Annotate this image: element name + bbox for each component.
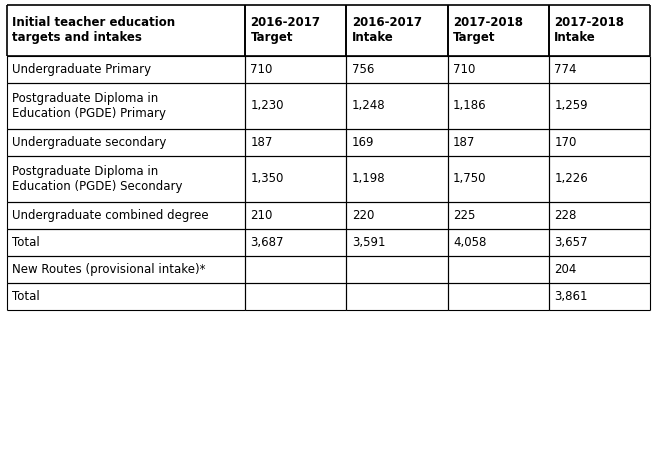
Text: Total: Total [12,290,39,303]
Text: 187: 187 [250,136,273,149]
Bar [7,83,245,129]
Bar [549,83,650,129]
Text: 710: 710 [250,63,273,76]
Text: 3,591: 3,591 [351,236,385,249]
Text: Undergraduate combined degree: Undergraduate combined degree [12,209,208,222]
Text: 228: 228 [555,209,577,222]
Bar [549,229,650,256]
Bar [245,83,346,129]
Text: 2017-2018
Target: 2017-2018 Target [453,16,523,44]
Text: Postgraduate Diploma in
Education (PGDE) Primary: Postgraduate Diploma in Education (PGDE)… [12,92,166,120]
Bar [7,256,245,283]
Bar [346,83,448,129]
Bar [346,229,448,256]
Bar [549,5,650,56]
Bar [346,256,448,283]
Text: Total: Total [12,236,39,249]
Bar [7,202,245,229]
Bar [549,202,650,229]
Text: Undergraduate secondary: Undergraduate secondary [12,136,166,149]
Bar [346,156,448,202]
Text: 220: 220 [351,209,374,222]
Text: 204: 204 [555,263,577,276]
Bar [245,56,346,83]
Text: 710: 710 [453,63,476,76]
Text: 1,226: 1,226 [555,173,588,185]
Bar [448,156,549,202]
Text: Postgraduate Diploma in
Education (PGDE) Secondary: Postgraduate Diploma in Education (PGDE)… [12,165,183,193]
Text: 2017-2018
Intake: 2017-2018 Intake [555,16,624,44]
Bar [7,129,245,156]
Bar [448,229,549,256]
Bar [7,156,245,202]
Text: 4,058: 4,058 [453,236,486,249]
Bar [448,129,549,156]
Text: Undergraduate Primary: Undergraduate Primary [12,63,151,76]
Text: 774: 774 [555,63,577,76]
Text: 2016-2017
Target: 2016-2017 Target [250,16,321,44]
Bar [346,5,448,56]
Text: 1,198: 1,198 [351,173,386,185]
Text: 1,186: 1,186 [453,100,487,112]
Bar [245,229,346,256]
Bar [549,156,650,202]
Bar [448,256,549,283]
Bar [245,5,346,56]
Bar [346,56,448,83]
Bar [245,129,346,156]
Bar [549,283,650,310]
Bar [7,56,245,83]
Bar [448,202,549,229]
Text: 1,259: 1,259 [555,100,588,112]
Text: 169: 169 [351,136,374,149]
Text: 1,350: 1,350 [250,173,284,185]
Bar [245,202,346,229]
Bar [448,283,549,310]
Bar [7,229,245,256]
Bar [549,56,650,83]
Bar [448,56,549,83]
Bar [448,5,549,56]
Bar [346,283,448,310]
Bar [245,156,346,202]
Bar [245,283,346,310]
Text: 225: 225 [453,209,476,222]
Text: 170: 170 [555,136,577,149]
Bar [448,83,549,129]
Text: 187: 187 [453,136,476,149]
Bar [549,129,650,156]
Text: 3,861: 3,861 [555,290,588,303]
Text: 3,687: 3,687 [250,236,284,249]
Bar [549,256,650,283]
Text: 210: 210 [250,209,273,222]
Text: 1,230: 1,230 [250,100,284,112]
Bar [245,256,346,283]
Text: 1,248: 1,248 [351,100,386,112]
Bar [7,283,245,310]
Text: 2016-2017
Intake: 2016-2017 Intake [351,16,422,44]
Text: 3,657: 3,657 [555,236,588,249]
Bar [7,5,245,56]
Text: Initial teacher education
targets and intakes: Initial teacher education targets and in… [12,16,175,44]
Bar [346,129,448,156]
Text: 756: 756 [351,63,374,76]
Bar [346,202,448,229]
Text: 1,750: 1,750 [453,173,487,185]
Text: New Routes (provisional intake)*: New Routes (provisional intake)* [12,263,206,276]
